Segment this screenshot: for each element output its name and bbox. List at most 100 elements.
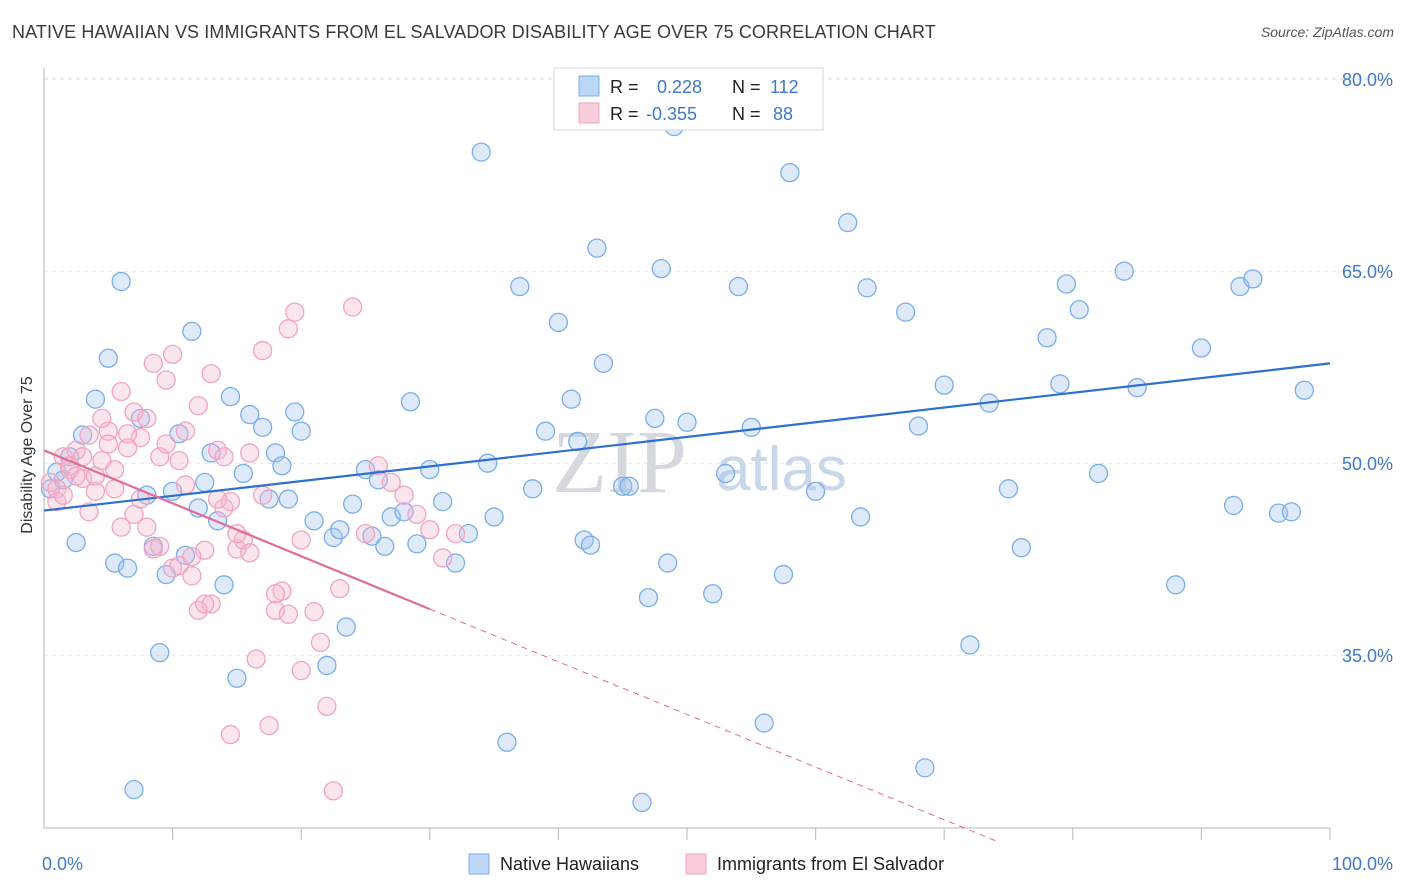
point-el-salvador <box>445 523 466 544</box>
y-tick-label: 50.0% <box>1342 454 1393 474</box>
point-native-hawaiians <box>478 453 498 473</box>
point-el-salvador <box>420 520 440 540</box>
point-native-hawaiians <box>1191 338 1212 358</box>
point-el-salvador <box>182 566 202 586</box>
point-el-salvador <box>79 425 99 445</box>
point-native-hawaiians <box>1281 502 1302 522</box>
point-native-hawaiians <box>1056 274 1077 294</box>
point-native-hawaiians <box>233 463 253 484</box>
y-tick-label: 65.0% <box>1342 262 1393 282</box>
point-native-hawaiians <box>182 321 202 342</box>
point-native-hawaiians <box>111 271 131 292</box>
point-el-salvador <box>342 297 363 317</box>
source-label: Source: ZipAtlas.com <box>1260 24 1394 40</box>
point-native-hawaiians <box>1088 463 1109 484</box>
point-native-hawaiians <box>278 489 298 509</box>
point-native-hawaiians <box>330 520 350 540</box>
x-tick-label: 0.0% <box>42 854 83 874</box>
point-el-salvador <box>175 421 196 441</box>
legend-r-label-1: R = <box>610 77 639 97</box>
point-el-salvador <box>240 443 260 463</box>
point-native-hawaiians <box>1037 328 1057 348</box>
point-native-hawaiians <box>934 375 954 395</box>
point-el-salvador <box>252 485 273 505</box>
x-tick-label: 100.0% <box>1332 854 1393 874</box>
legend-swatch-pink <box>578 102 600 124</box>
trend-line-el-salvador <box>43 449 431 611</box>
watermark-zip: ZIP <box>552 413 687 512</box>
point-native-hawaiians <box>1011 538 1032 558</box>
point-native-hawaiians <box>420 459 440 480</box>
point-native-hawaiians <box>1114 261 1134 281</box>
tick-labels: 35.0% 50.0% 65.0% 80.0% 0.0% 100.0% <box>42 70 1393 874</box>
point-native-hawaiians <box>117 558 138 578</box>
point-el-salvador <box>394 485 414 505</box>
point-native-hawaiians <box>1166 575 1186 595</box>
series-legend-swatch-blue <box>468 853 490 875</box>
point-el-salvador <box>285 302 305 322</box>
point-native-hawaiians <box>741 417 761 438</box>
series-legend: Native Hawaiians Immigrants from El Salv… <box>468 853 944 875</box>
data-points <box>40 116 1314 813</box>
point-el-salvador <box>291 530 311 550</box>
point-el-salvador <box>98 434 118 454</box>
point-el-salvador <box>111 517 131 537</box>
point-native-hawaiians <box>1127 378 1147 398</box>
point-native-hawaiians <box>728 276 749 297</box>
point-native-hawaiians <box>857 278 877 298</box>
legend-r-value-2: -0.355 <box>646 104 697 124</box>
point-el-salvador <box>111 381 131 402</box>
point-el-salvador <box>182 546 202 567</box>
point-native-hawaiians <box>523 479 543 499</box>
point-el-salvador <box>220 724 241 745</box>
point-native-hawaiians <box>805 481 826 502</box>
point-native-hawaiians <box>124 779 144 800</box>
watermark: ZIP atlas <box>552 413 847 512</box>
point-native-hawaiians <box>838 212 858 233</box>
point-native-hawaiians <box>497 732 517 752</box>
point-el-salvador <box>201 363 221 384</box>
point-el-salvador <box>278 604 298 624</box>
point-el-salvador <box>188 395 208 416</box>
stats-legend: R = 0.228 N = 112 R = -0.355 N = 88 <box>553 67 824 131</box>
series-legend-label-1: Native Hawaiians <box>500 854 639 874</box>
point-native-hawaiians <box>960 635 980 655</box>
point-native-hawaiians <box>593 353 614 374</box>
point-native-hawaiians <box>407 534 427 554</box>
point-native-hawaiians <box>915 758 935 778</box>
legend-n-value-1: 112 <box>770 77 799 97</box>
point-native-hawaiians <box>908 416 929 436</box>
point-native-hawaiians <box>632 792 652 813</box>
point-native-hawaiians <box>1294 380 1314 400</box>
point-el-salvador <box>207 489 228 509</box>
point-el-salvador <box>175 475 196 495</box>
point-native-hawaiians <box>535 421 556 441</box>
point-el-salvador <box>265 584 286 604</box>
point-native-hawaiians <box>484 507 504 527</box>
point-el-salvador <box>85 481 106 502</box>
point-native-hawaiians <box>548 312 569 333</box>
point-native-hawaiians <box>574 530 594 550</box>
series-legend-label-2: Immigrants from El Salvador <box>717 854 944 874</box>
point-native-hawaiians <box>561 389 581 409</box>
point-el-salvador <box>291 660 311 681</box>
point-native-hawaiians <box>780 162 800 183</box>
point-el-salvador <box>259 715 279 736</box>
axes <box>43 68 1331 840</box>
point-native-hawaiians <box>400 392 421 412</box>
trend-line-el-salvador-extrapolated <box>429 608 996 842</box>
point-native-hawaiians <box>252 417 273 438</box>
point-native-hawaiians <box>272 456 292 476</box>
point-native-hawaiians <box>220 386 241 407</box>
point-native-hawaiians <box>66 532 86 553</box>
point-native-hawaiians <box>715 463 736 484</box>
point-native-hawaiians <box>304 511 324 531</box>
point-native-hawaiians <box>150 642 170 663</box>
chart-title: NATIVE HAWAIIAN VS IMMIGRANTS FROM EL SA… <box>12 22 936 42</box>
point-native-hawaiians <box>433 491 453 512</box>
point-native-hawaiians <box>323 527 344 548</box>
point-el-salvador <box>355 523 376 544</box>
point-native-hawaiians <box>375 536 395 557</box>
point-el-salvador <box>433 548 453 568</box>
